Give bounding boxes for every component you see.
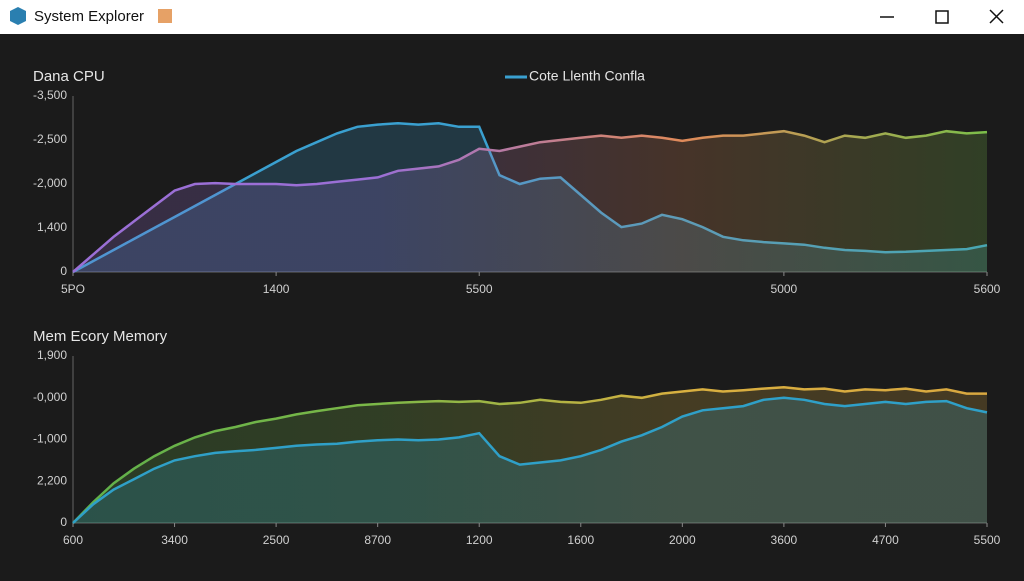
x-tick-label: 1400 (263, 282, 290, 296)
y-tick-label: 0 (60, 264, 67, 278)
x-tick-label: 3600 (771, 533, 798, 547)
series-line (72, 386, 987, 524)
x-tick-label: 5PO (61, 282, 85, 296)
x-tick-label: 5000 (771, 282, 798, 296)
x-tick-label: 2000 (669, 533, 696, 547)
series-area (73, 397, 987, 523)
maximize-button[interactable] (935, 10, 949, 24)
series-area (73, 131, 987, 272)
y-tick-label: 1,900 (37, 348, 67, 362)
x-tick-label: 1200 (466, 533, 493, 547)
x-tick-label: 2500 (263, 533, 290, 547)
x-tick-label: 8700 (364, 533, 391, 547)
y-tick-label: -1,000 (33, 432, 67, 446)
y-tick-label: 2,200 (37, 473, 67, 487)
close-button[interactable] (989, 9, 1004, 24)
chart-title: Dana CPU (33, 68, 105, 85)
series-line (72, 129, 988, 273)
x-tick-label: 5500 (466, 282, 493, 296)
chart-title: Mem Ecory Memory (33, 328, 168, 345)
x-tick-label: 3400 (161, 533, 188, 547)
y-tick-label: 0 (60, 515, 67, 529)
y-tick-label: -2,500 (33, 132, 67, 146)
x-tick-label: 1600 (567, 533, 594, 547)
x-tick-label: 5600 (974, 282, 1001, 296)
series-line (72, 396, 988, 524)
y-tick-label: -0,000 (33, 390, 67, 404)
y-tick-label: -3,500 (33, 88, 67, 102)
app-icon (10, 7, 26, 25)
y-tick-label: 1,400 (37, 220, 67, 234)
x-tick-label: 4700 (872, 533, 899, 547)
title-bar (0, 0, 1024, 34)
x-tick-label: 600 (63, 533, 83, 547)
x-tick-label: 5500 (974, 533, 1001, 547)
y-tick-label: -2,000 (33, 176, 67, 190)
legend-label: Cote Llenth Confla (529, 68, 645, 84)
window-title: System Explorer (34, 8, 144, 25)
title-icon (158, 9, 172, 23)
